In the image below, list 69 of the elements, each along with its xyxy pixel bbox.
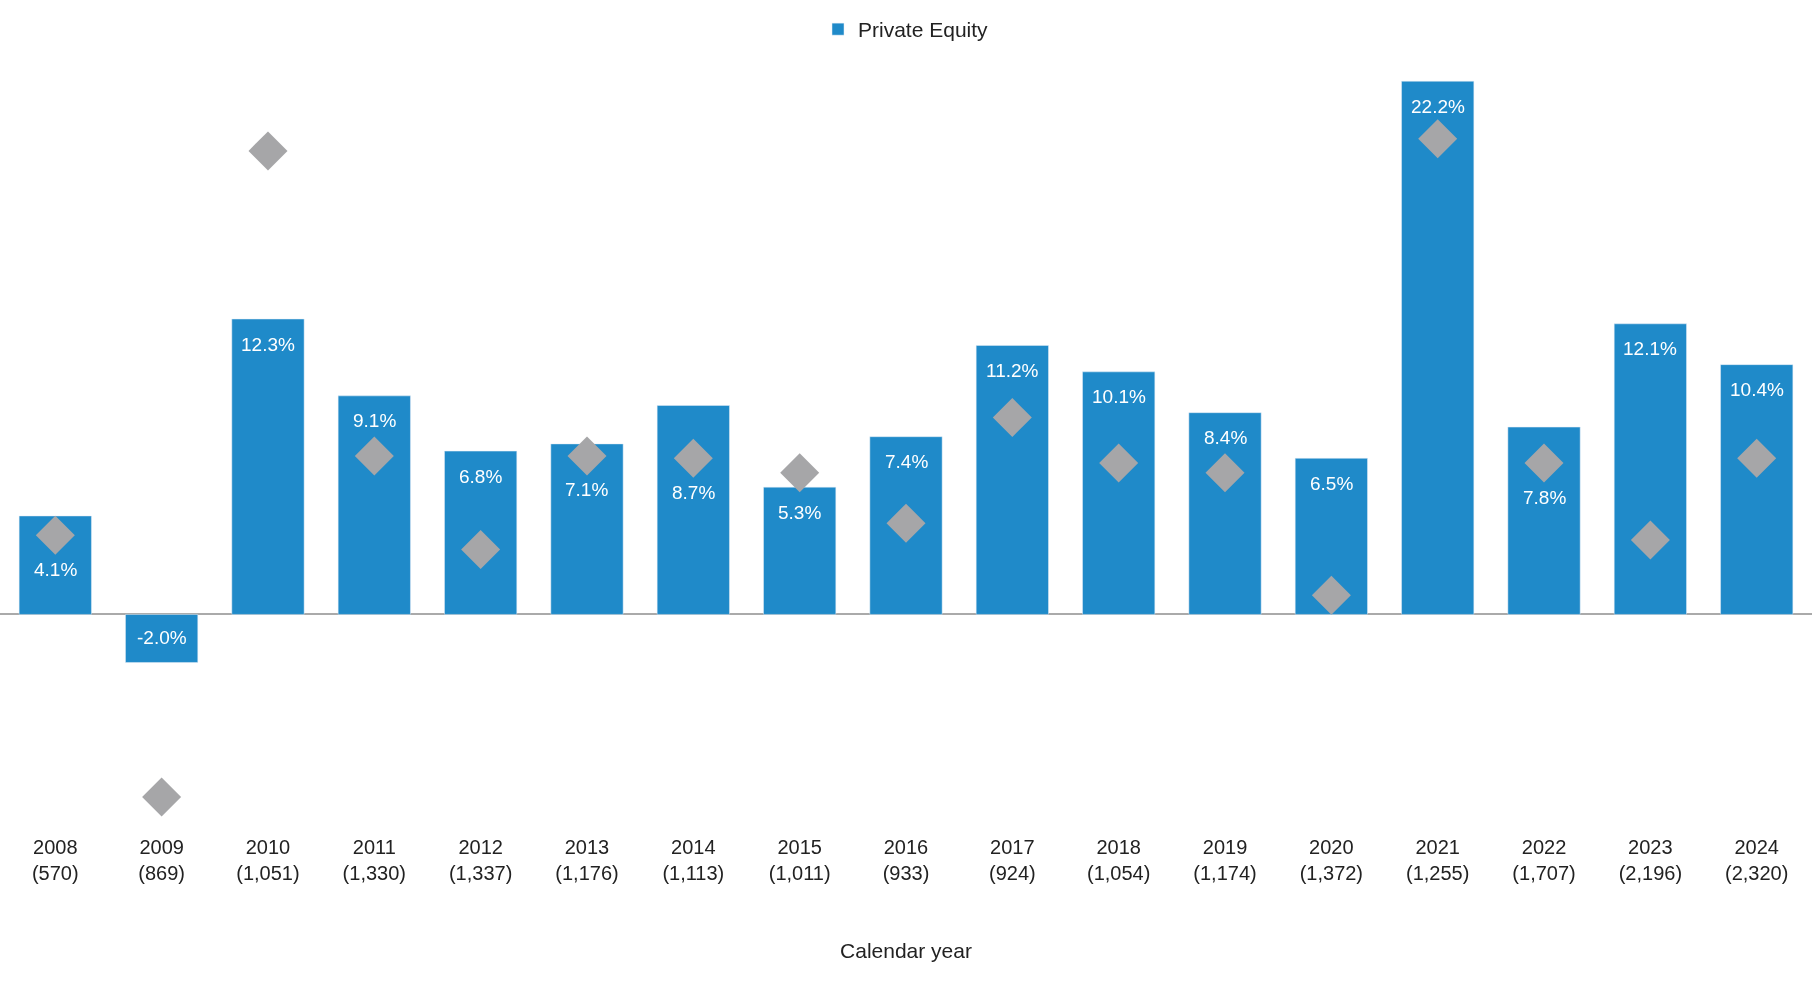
bar: [1401, 80, 1475, 615]
x-axis-title: Calendar year: [840, 939, 972, 963]
point: [1311, 575, 1351, 615]
point: [461, 530, 501, 570]
data-label: 6.5%: [1310, 473, 1354, 494]
point: [35, 515, 75, 555]
point: [1524, 443, 1564, 483]
bar: [1720, 364, 1794, 615]
x-tick-label: 2020 (1,372): [1299, 836, 1364, 884]
x-tick-label: 2013 (1,176): [555, 836, 619, 884]
bar: [869, 436, 943, 615]
data-label: 22.2%: [1411, 96, 1465, 117]
x-tick-label: 2021 (1,255): [1406, 836, 1470, 884]
data-label: 12.3%: [241, 334, 295, 355]
point: [992, 397, 1032, 437]
point: [780, 453, 820, 493]
point: [248, 131, 288, 171]
data-label: 11.2%: [986, 360, 1039, 381]
bar: [231, 318, 305, 615]
data-label: 10.4%: [1730, 379, 1784, 400]
bar: [1188, 412, 1262, 615]
data-label: 4.1%: [34, 559, 78, 580]
bar: [125, 614, 199, 663]
bar: [763, 486, 837, 615]
x-tick-label: 2008 (570): [31, 836, 79, 884]
x-tick-label: 2024 (2,320): [1725, 836, 1789, 884]
x-tick-label: 2017 (924): [988, 836, 1036, 884]
data-label: 7.8%: [1523, 487, 1567, 508]
x-tick-label: 2010 (1,051): [236, 836, 300, 884]
data-label: 12.1%: [1623, 338, 1677, 359]
x-tick-label: 2018 (1,054): [1086, 836, 1151, 884]
data-label: 9.1%: [353, 410, 397, 431]
legend-label: Private Equity: [858, 18, 989, 42]
x-tick-label: 2011 (1,330): [342, 836, 406, 884]
bar: [550, 443, 624, 615]
point: [567, 436, 607, 476]
point: [1099, 443, 1139, 483]
bar: [1294, 458, 1368, 615]
point: [1205, 453, 1245, 493]
point: [1630, 520, 1670, 560]
bar: [1507, 426, 1581, 615]
data-label: 5.3%: [778, 502, 822, 523]
data-label: -2.0%: [137, 627, 187, 648]
bar: [1613, 323, 1687, 615]
data-label: 7.4%: [885, 451, 929, 472]
bar: [1082, 371, 1156, 615]
x-tick-label: 2009 (869): [138, 836, 185, 884]
point: [354, 436, 394, 476]
x-tick-label: 2023 (2,196): [1618, 836, 1683, 884]
point: [1418, 119, 1458, 159]
point: [886, 503, 926, 543]
point: [142, 777, 182, 817]
data-label: 10.1%: [1092, 386, 1146, 407]
bar: [444, 450, 518, 615]
x-tick-label: 2015 (1,011): [768, 836, 831, 884]
data-label: 7.1%: [565, 479, 609, 500]
x-tick-label: 2022 (1,707): [1512, 836, 1576, 884]
x-tick-label: 2016 (933): [882, 836, 930, 884]
x-tick-label: 2019 (1,174): [1193, 836, 1257, 884]
point: [673, 438, 713, 478]
point: [1737, 438, 1777, 478]
bar: [656, 405, 730, 615]
data-label: 8.4%: [1204, 427, 1248, 448]
bar: [975, 345, 1049, 615]
bar: [337, 395, 411, 615]
x-tick-label: 2014 (1,113): [662, 836, 725, 884]
data-label: 6.8%: [459, 466, 503, 487]
x-tick-label: 2012 (1,337): [448, 836, 513, 884]
data-label: 8.7%: [672, 482, 716, 503]
